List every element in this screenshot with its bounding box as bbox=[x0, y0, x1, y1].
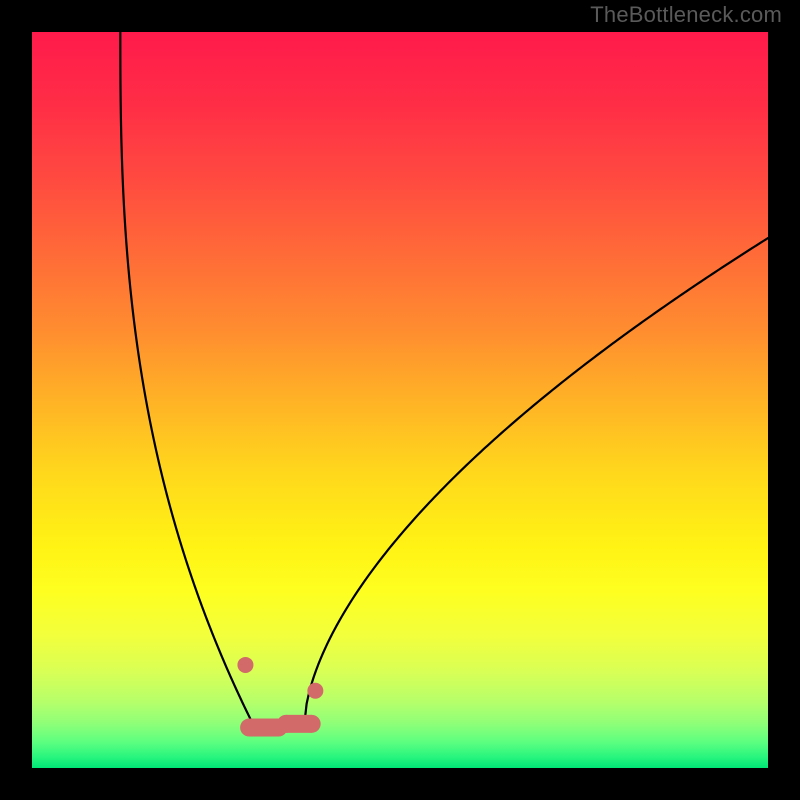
left-curve bbox=[120, 32, 252, 724]
watermark-text: TheBottleneck.com bbox=[590, 2, 782, 28]
curve-layer bbox=[32, 32, 768, 768]
marker-dot bbox=[303, 715, 321, 733]
marker-dot bbox=[240, 719, 258, 737]
right-curve bbox=[304, 238, 768, 724]
marker-dot bbox=[277, 715, 295, 733]
plot-area bbox=[32, 32, 768, 768]
marker-dot bbox=[237, 657, 253, 673]
markers-group bbox=[237, 657, 323, 737]
marker-dot bbox=[307, 683, 323, 699]
